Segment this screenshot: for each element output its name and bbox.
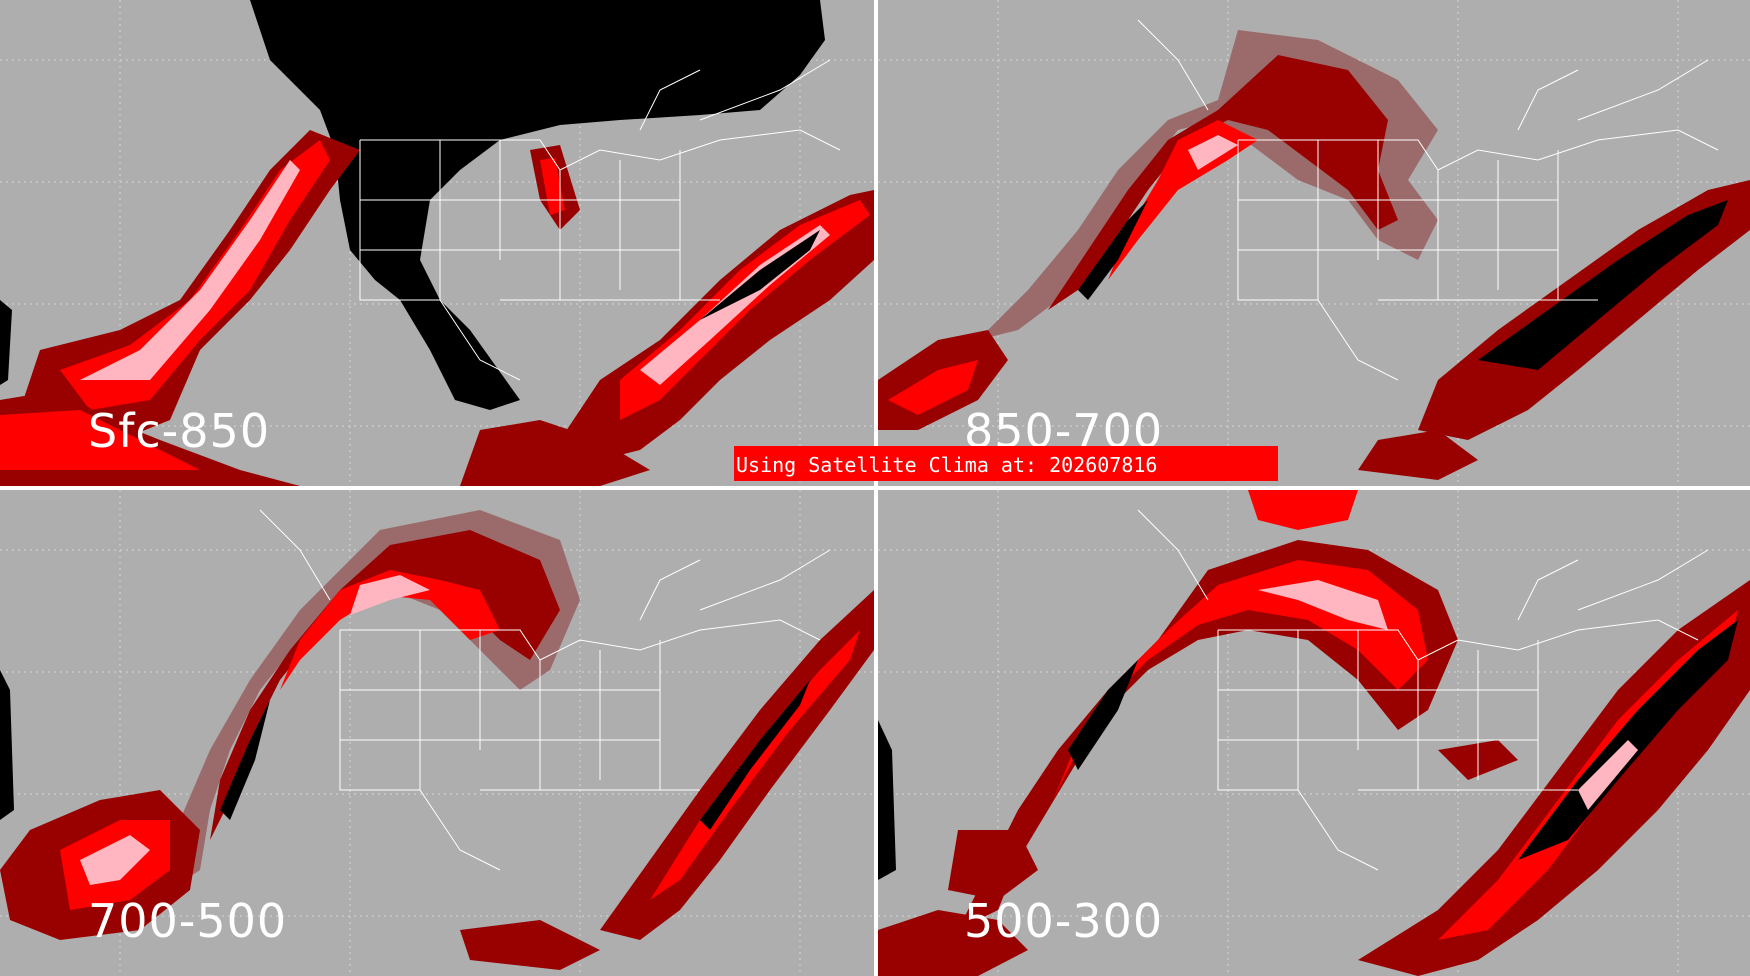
panel-map-graphic [878,0,1750,486]
moisture-band-north [878,30,1438,430]
state-borders [359,59,841,381]
panel-label: 700-500 [88,894,288,948]
state-borders [1137,19,1719,381]
state-borders [259,509,831,871]
moisture-band-atlantic [460,590,874,970]
panel-map-graphic [878,490,1750,976]
moisture-band-arc [878,540,1458,976]
satellite-climatology-banner: Using Satellite Clima at: 202607816 [734,446,1278,481]
panel-map-graphic [0,0,874,486]
map-panel-sfc-850: Sfc-850 [0,0,874,486]
black-edge [878,720,896,880]
black-edge [0,670,14,820]
panel-map-graphic [0,490,874,976]
moisture-band-atlantic [1358,180,1750,480]
moisture-band-atlantic [460,145,874,486]
state-borders [1137,509,1709,871]
panel-label: 500-300 [964,894,1164,948]
map-panel-500-300: 500-300 [878,490,1750,976]
moisture-band-atlantic [1358,580,1750,976]
moisture-band-arc [0,510,580,940]
black-land-mask [0,0,825,410]
moisture-band-top [1248,490,1358,530]
panel-label: Sfc-850 [88,404,271,458]
map-panel-700-500: 700-500 [0,490,874,976]
moisture-band-pacific [0,130,360,486]
map-panel-850-700: 850-700 [878,0,1750,486]
